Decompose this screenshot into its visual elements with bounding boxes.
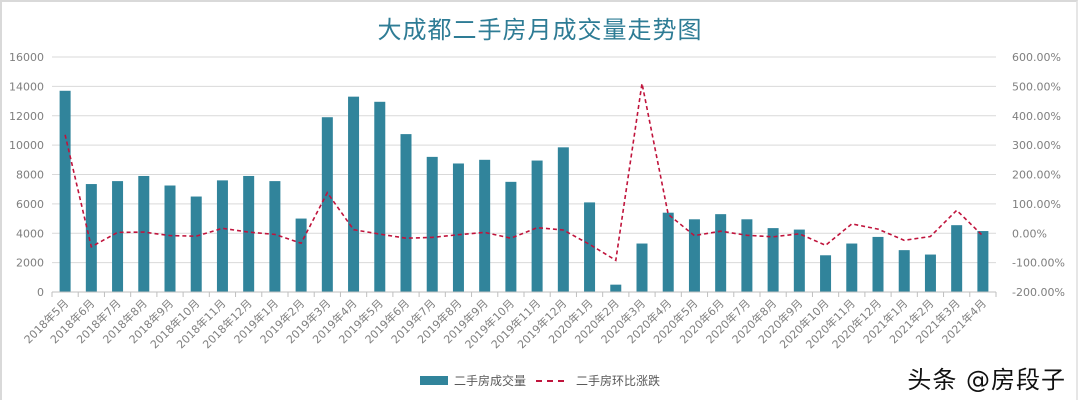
y-right-tick-label: 300.00% (1012, 139, 1061, 152)
bar (584, 202, 596, 292)
y-left-tick-label: 6000 (16, 198, 44, 211)
y-left-tick-label: 4000 (16, 227, 44, 240)
bar (400, 134, 412, 292)
bar (924, 254, 936, 292)
legend-bar-swatch (420, 376, 448, 385)
bar (610, 284, 622, 292)
bar (138, 175, 150, 292)
bar (452, 163, 464, 292)
watermark: 头条 @房段子 (907, 366, 1066, 394)
bar (479, 159, 491, 292)
y-right-tick-label: 400.00% (1012, 110, 1061, 123)
bar (321, 117, 333, 292)
chart-title: 大成都二手房月成交量走势图 (377, 16, 703, 44)
y-right-tick-label: 200.00% (1012, 169, 1061, 182)
bar (767, 228, 779, 292)
y-left-tick-label: 2000 (16, 257, 44, 270)
bar (688, 219, 700, 292)
y-right-tick-label: -100.00% (1012, 257, 1065, 270)
legend-line-swatch (536, 379, 565, 382)
bar (505, 181, 517, 292)
bar (636, 243, 648, 292)
bar (531, 160, 543, 292)
bar (741, 219, 753, 292)
legend: 二手房成交量 二手房环比涨跌 (420, 372, 660, 389)
bar (190, 196, 202, 292)
bar (374, 101, 386, 292)
bar (164, 185, 176, 292)
bar (977, 231, 989, 292)
bar (662, 212, 674, 292)
y-left-tick-label: 12000 (9, 110, 44, 123)
bar (426, 156, 438, 292)
y-right-tick-label: -200.00% (1012, 286, 1065, 299)
x-axis: 2018年5月2018年6月2018年7月2018年8月2018年9月2018年… (21, 291, 997, 351)
bar (846, 243, 858, 292)
bar (820, 255, 832, 292)
y-right-tick-label: 0.00% (1012, 227, 1047, 240)
bar-series (59, 90, 989, 292)
bar (715, 214, 727, 292)
bar (59, 90, 71, 292)
y-left-tick-label: 8000 (16, 169, 44, 182)
bar (793, 229, 805, 292)
y-right-tick-label: 500.00% (1012, 80, 1061, 93)
legend-line-label: 二手房环比涨跌 (576, 374, 661, 388)
bar (951, 225, 963, 292)
y-left-tick-label: 10000 (9, 139, 44, 152)
y-axis-left: 0 2000 4000 6000 8000 10000 12000 14000 16000 (9, 51, 44, 299)
bar (557, 147, 569, 292)
bar (898, 250, 910, 292)
bar (295, 218, 307, 292)
y-right-tick-label: 100.00% (1012, 198, 1061, 211)
line-series (64, 83, 984, 262)
bar (112, 181, 124, 292)
y-right-tick-label: 600.00% (1012, 51, 1061, 64)
bar (269, 181, 281, 292)
bar (85, 184, 97, 292)
y-left-tick-label: 16000 (9, 51, 44, 64)
y-left-tick-label: 0 (37, 286, 44, 299)
y-left-tick-label: 14000 (9, 80, 44, 93)
bar (348, 96, 360, 292)
legend-bar-label: 二手房成交量 (454, 374, 527, 388)
bar (216, 180, 228, 292)
bar (243, 175, 255, 292)
bar (872, 236, 884, 292)
y-axis-right: -200.00% -100.00% 0.00% 100.00% 200.00% 300.0… (1012, 51, 1065, 299)
